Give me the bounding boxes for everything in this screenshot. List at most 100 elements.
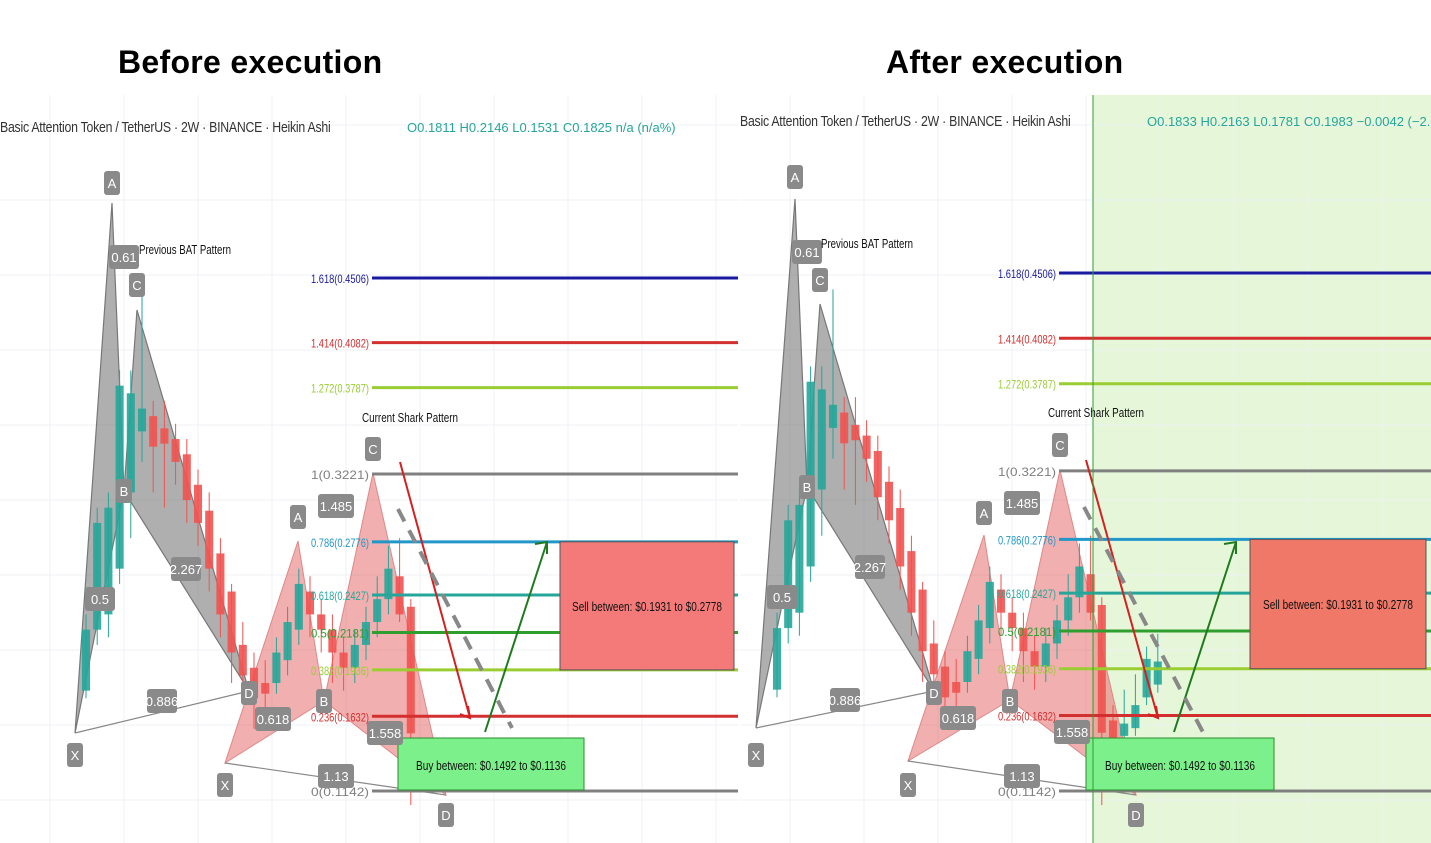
before-heading: Before execution bbox=[118, 44, 383, 80]
candle-body bbox=[795, 504, 804, 613]
fib-level-label: 0.236(0.1632) bbox=[998, 710, 1056, 724]
candle-body bbox=[974, 620, 983, 659]
down-arrow-head bbox=[1147, 705, 1160, 720]
bat-ratio-label: 0.61 bbox=[794, 245, 819, 260]
current-pattern-title: Current Shark Pattern bbox=[362, 410, 458, 425]
buy-zone-label: Buy between: $0.1492 to $0.1136 bbox=[1105, 758, 1255, 773]
bat-ratio-label-bg bbox=[855, 555, 885, 579]
shark-point-label: D bbox=[441, 808, 450, 823]
bat-point-label: B bbox=[803, 480, 812, 495]
shark-ratio-label: 1.558 bbox=[369, 726, 402, 741]
bat-triangle-bcd bbox=[806, 303, 935, 692]
bat-ratio-label: 0.5 bbox=[91, 592, 109, 607]
buy-zone-box bbox=[1085, 737, 1275, 791]
fib-level-label: 1.618(0.4506) bbox=[998, 267, 1056, 281]
shark-point-label: A bbox=[294, 510, 303, 525]
shark-ratio-label-bg bbox=[318, 764, 354, 788]
candle-body bbox=[884, 481, 894, 521]
candle-body bbox=[862, 435, 871, 459]
sell-zone-box bbox=[1249, 538, 1427, 670]
buy-zone-label: Buy between: $0.1492 to $0.1136 bbox=[416, 758, 566, 773]
fib-level-label: 1.414(0.4082) bbox=[311, 337, 369, 351]
bat-point-label-bg bbox=[129, 273, 145, 297]
symbol-header: Basic Attention Token / TetherUS · 2W · … bbox=[0, 119, 676, 136]
candle-body bbox=[985, 581, 994, 629]
symbol-title: Basic Attention Token / TetherUS · 2W · … bbox=[0, 119, 331, 136]
candle-body bbox=[227, 591, 236, 653]
symbol-title: Basic Attention Token / TetherUS · 2W · … bbox=[740, 113, 1071, 130]
fib-level-label: 0.236(0.1632) bbox=[311, 710, 369, 724]
bat-point-label: C bbox=[815, 273, 824, 288]
down-projection-arrow bbox=[1085, 459, 1159, 719]
shark-ratio-label-bg bbox=[940, 706, 976, 730]
future-zone-shade bbox=[1093, 95, 1431, 843]
bat-ratio-label-bg bbox=[767, 585, 797, 609]
bat-point-label: B bbox=[120, 484, 129, 499]
previous-pattern-title: Previous BAT Pattern bbox=[139, 242, 231, 257]
bat-point-label-bg bbox=[812, 268, 828, 292]
bat-ratio-label-bg bbox=[171, 557, 201, 581]
bat-ratio-label-bg bbox=[147, 689, 177, 713]
candle-body bbox=[126, 393, 135, 493]
bat-ratio-label: 0.886 bbox=[146, 694, 179, 709]
bat-point-label-bg bbox=[67, 743, 83, 767]
shark-ratio-label-bg bbox=[255, 707, 291, 731]
up-projection-arrow bbox=[484, 541, 548, 733]
up-arrow-head bbox=[1223, 540, 1237, 554]
candle-body bbox=[940, 666, 950, 698]
symbol-header: Basic Attention Token / TetherUS · 2W · … bbox=[740, 113, 1431, 130]
shark-ratio-label-bg bbox=[1004, 491, 1040, 515]
candle-body bbox=[115, 385, 124, 569]
fib-level-label: 1.618(0.4506) bbox=[311, 272, 369, 286]
up-arrow-head bbox=[534, 540, 548, 554]
bat-ratio-label: 0.886 bbox=[829, 693, 862, 708]
candle-body bbox=[137, 408, 147, 432]
shark-point-label-bg bbox=[290, 505, 306, 529]
shark-point-label: A bbox=[980, 506, 989, 521]
candle-body bbox=[929, 643, 938, 675]
bat-point-label-bg bbox=[787, 165, 803, 189]
shark-ratio-label: 0.618 bbox=[942, 711, 975, 726]
candle-body bbox=[1041, 643, 1050, 667]
bat-point-label: A bbox=[108, 176, 117, 191]
bat-ratio-label-bg bbox=[85, 587, 115, 611]
fib-level-label: 0.786(0.2776) bbox=[998, 533, 1056, 547]
candle-body bbox=[1008, 612, 1017, 629]
shark-ratio-label: 0.618 bbox=[257, 712, 290, 727]
fib-level-label: 1(0.3221) bbox=[311, 468, 369, 482]
candle-body bbox=[294, 583, 303, 630]
sell-zone-label: Sell between: $0.1931 to $0.2778 bbox=[572, 599, 722, 614]
fib-level-label: 0.5(0.2181) bbox=[311, 627, 369, 641]
candle-body bbox=[339, 652, 348, 668]
candle-body bbox=[840, 412, 849, 444]
ohlc-readout: O0.1833 H0.2163 L0.1781 C0.1983 −0.0042 … bbox=[1146, 114, 1431, 129]
candle-body bbox=[328, 629, 337, 653]
sell-zone-label: Sell between: $0.1931 to $0.2778 bbox=[1263, 597, 1413, 612]
shark-point-label-bg bbox=[1052, 433, 1068, 457]
candle-body bbox=[160, 428, 169, 444]
candle-body bbox=[952, 681, 961, 693]
bat-point-label-bg bbox=[799, 475, 815, 499]
shark-point-label-bg bbox=[365, 437, 381, 461]
shark-point-label: X bbox=[904, 778, 913, 793]
after-chart-svg: 1.618(0.4506) 1.414(0.4082) 1.272(0.3787) 1… bbox=[740, 95, 1431, 843]
bat-ratio-label: 0.61 bbox=[111, 250, 136, 265]
bat-ratio-label: 2.267 bbox=[170, 562, 203, 577]
shark-point-label-bg bbox=[1002, 689, 1018, 713]
candle-body bbox=[828, 404, 838, 428]
candle-body bbox=[851, 424, 860, 441]
candle-body bbox=[305, 591, 315, 615]
shark-point-label: D bbox=[1131, 808, 1140, 823]
fib-level-label: 0.618(0.2427) bbox=[998, 587, 1056, 601]
fib-level-label: 0.618(0.2427) bbox=[311, 589, 369, 603]
candle-body bbox=[817, 389, 826, 490]
shark-ratio-label-bg bbox=[367, 721, 403, 745]
shark-ratio-label: 1.13 bbox=[1009, 769, 1034, 784]
candle-body bbox=[238, 644, 247, 676]
bat-point-label: X bbox=[752, 748, 761, 763]
candle-body bbox=[1019, 628, 1028, 652]
dashed-path-arrow bbox=[1082, 506, 1208, 739]
after-heading: After execution bbox=[886, 44, 1124, 80]
candle-body bbox=[963, 651, 972, 682]
bat-point-label-bg bbox=[116, 479, 132, 503]
